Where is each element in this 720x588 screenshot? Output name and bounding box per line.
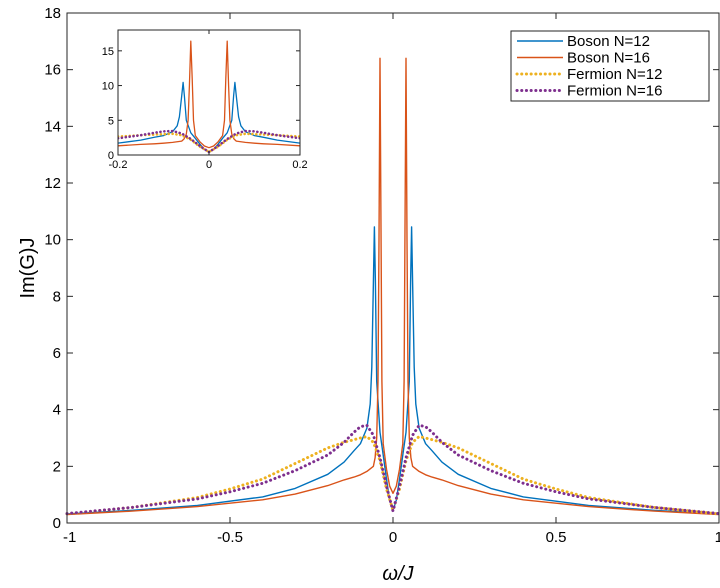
- series-line-boson-n-16: [66, 57, 720, 516]
- legend-label-fermion-n-12: Fermion N=12: [567, 66, 662, 83]
- inset-x-tick-label: 0.2: [292, 159, 307, 171]
- series-line-fermion-n-12: [65, 435, 720, 516]
- y-ticks: 0 2 4 6 8 10 12 14 16 18: [44, 5, 719, 532]
- x-axis-label: ω/J: [382, 563, 414, 585]
- legend-label-fermion-n-16: Fermion N=16: [567, 83, 662, 100]
- y-tick-label: 6: [53, 345, 61, 362]
- series-line-fermion-n-16: [65, 423, 720, 516]
- x-tick-label: -0.5: [217, 529, 243, 546]
- inset-y-tick-label: 15: [102, 46, 114, 58]
- y-tick-label: 16: [44, 62, 61, 79]
- y-tick-label: 2: [53, 458, 61, 475]
- inset-y-tick-label: 0: [108, 150, 114, 162]
- y-tick-label: 0: [53, 515, 61, 532]
- x-tick-label: 0.5: [546, 529, 567, 546]
- y-axis-label: Im(G)J: [17, 237, 39, 298]
- inset-x-tick-label: -0.2: [109, 159, 128, 171]
- y-tick-label: 10: [44, 232, 61, 249]
- legend-label-boson-n-12: Boson N=12: [567, 33, 650, 50]
- inset-x-tick-label: 0: [206, 159, 212, 171]
- legend-label-boson-n-16: Boson N=16: [567, 50, 650, 67]
- inset-series-line-boson-n-16: [118, 40, 300, 149]
- y-tick-label: 8: [53, 288, 61, 305]
- inset-y-tick-label: 5: [108, 115, 114, 127]
- inset-series-line-fermion-n-12: [118, 132, 300, 154]
- inset-y-tick-label: 10: [102, 81, 114, 93]
- y-tick-label: 18: [44, 5, 61, 22]
- x-tick-label: 0: [389, 529, 397, 546]
- x-tick-label: -1: [63, 529, 76, 546]
- y-tick-label: 4: [53, 402, 61, 419]
- x-tick-label: 1: [715, 529, 720, 546]
- y-tick-label: 12: [44, 175, 61, 192]
- x-ticks: -1 -0.5 0 0.5 1: [63, 13, 720, 546]
- legend-box: [510, 30, 710, 102]
- y-tick-label: 14: [44, 118, 61, 135]
- series-lines: [65, 57, 720, 516]
